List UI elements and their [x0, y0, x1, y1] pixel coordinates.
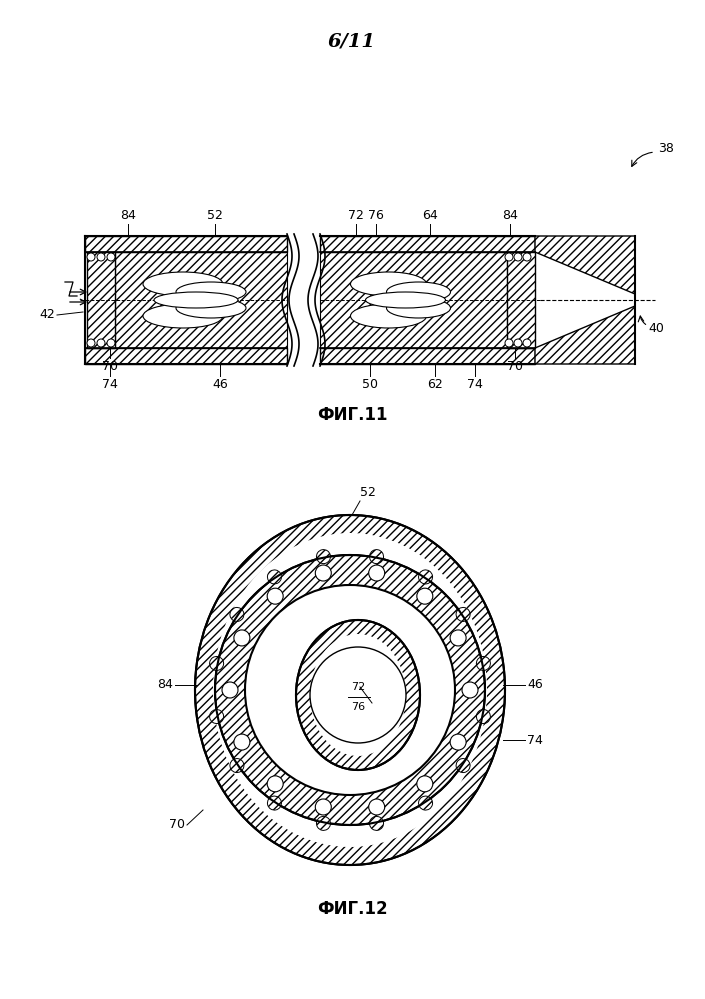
- Circle shape: [87, 339, 95, 347]
- Text: 42: 42: [39, 309, 55, 322]
- Text: 6/11: 6/11: [328, 33, 376, 51]
- Circle shape: [417, 588, 433, 604]
- Ellipse shape: [386, 298, 450, 318]
- Ellipse shape: [176, 298, 246, 318]
- Circle shape: [97, 339, 105, 347]
- Ellipse shape: [365, 292, 446, 308]
- Ellipse shape: [310, 634, 406, 756]
- Circle shape: [107, 339, 115, 347]
- Text: 74: 74: [527, 733, 543, 746]
- Text: 70: 70: [169, 818, 185, 831]
- Circle shape: [505, 339, 513, 347]
- Ellipse shape: [317, 816, 331, 830]
- Text: ФИГ.11: ФИГ.11: [317, 406, 387, 424]
- Ellipse shape: [350, 272, 427, 296]
- Text: 84: 84: [502, 209, 518, 222]
- Text: 62: 62: [427, 378, 443, 391]
- Text: 74: 74: [102, 378, 118, 391]
- Circle shape: [369, 799, 385, 815]
- Text: 76: 76: [368, 209, 384, 222]
- Ellipse shape: [386, 282, 450, 302]
- Bar: [87, 252, 115, 348]
- Circle shape: [234, 734, 250, 750]
- Circle shape: [315, 565, 331, 581]
- Text: 46: 46: [527, 678, 543, 691]
- Text: 38: 38: [658, 142, 674, 155]
- Text: 64: 64: [422, 209, 438, 222]
- Text: 52: 52: [207, 209, 223, 222]
- Ellipse shape: [456, 758, 470, 772]
- Ellipse shape: [419, 569, 433, 584]
- Circle shape: [107, 253, 115, 261]
- Ellipse shape: [143, 272, 223, 296]
- Ellipse shape: [350, 304, 427, 328]
- Bar: [115, 252, 287, 348]
- Circle shape: [450, 630, 466, 646]
- Text: 72: 72: [348, 209, 364, 222]
- Text: 76: 76: [351, 702, 365, 712]
- Ellipse shape: [230, 758, 244, 772]
- Circle shape: [97, 253, 105, 261]
- Circle shape: [523, 339, 531, 347]
- Ellipse shape: [369, 816, 384, 830]
- Bar: [85, 236, 287, 252]
- Ellipse shape: [245, 585, 455, 795]
- Bar: [320, 236, 535, 252]
- Polygon shape: [535, 306, 635, 364]
- Circle shape: [222, 682, 238, 698]
- Bar: [320, 252, 507, 348]
- Circle shape: [267, 588, 283, 604]
- Text: 70: 70: [507, 360, 523, 373]
- Bar: [320, 348, 535, 364]
- Ellipse shape: [195, 515, 505, 865]
- Circle shape: [450, 734, 466, 750]
- Ellipse shape: [176, 282, 246, 302]
- Circle shape: [462, 682, 478, 698]
- Ellipse shape: [154, 292, 238, 308]
- Ellipse shape: [267, 569, 281, 584]
- Ellipse shape: [267, 796, 281, 810]
- Text: 84: 84: [157, 678, 173, 691]
- Circle shape: [315, 799, 331, 815]
- Ellipse shape: [230, 607, 244, 621]
- Polygon shape: [535, 236, 635, 294]
- Text: 72: 72: [351, 682, 365, 692]
- Text: 40: 40: [648, 322, 664, 335]
- Text: 84: 84: [120, 209, 136, 222]
- Bar: [507, 252, 535, 348]
- Text: 70: 70: [102, 360, 118, 373]
- Text: 46: 46: [212, 378, 228, 391]
- Circle shape: [267, 776, 283, 792]
- Ellipse shape: [477, 709, 491, 723]
- Ellipse shape: [209, 656, 223, 670]
- Circle shape: [514, 339, 522, 347]
- Ellipse shape: [215, 555, 485, 825]
- Circle shape: [234, 630, 250, 646]
- Ellipse shape: [456, 607, 470, 621]
- Bar: [291, 234, 316, 366]
- Text: 74: 74: [467, 378, 483, 391]
- Circle shape: [87, 253, 95, 261]
- Circle shape: [505, 253, 513, 261]
- Ellipse shape: [296, 620, 420, 770]
- Ellipse shape: [369, 549, 384, 563]
- Ellipse shape: [209, 709, 223, 723]
- Text: ФИГ.12: ФИГ.12: [317, 900, 387, 918]
- Circle shape: [523, 253, 531, 261]
- Circle shape: [369, 565, 385, 581]
- Ellipse shape: [143, 304, 223, 328]
- Ellipse shape: [213, 533, 487, 847]
- Circle shape: [417, 776, 433, 792]
- Ellipse shape: [419, 796, 433, 810]
- Circle shape: [514, 253, 522, 261]
- Text: 50: 50: [362, 378, 378, 391]
- Text: 52: 52: [360, 486, 376, 499]
- Ellipse shape: [317, 549, 331, 563]
- Bar: [85, 348, 287, 364]
- Ellipse shape: [477, 656, 491, 670]
